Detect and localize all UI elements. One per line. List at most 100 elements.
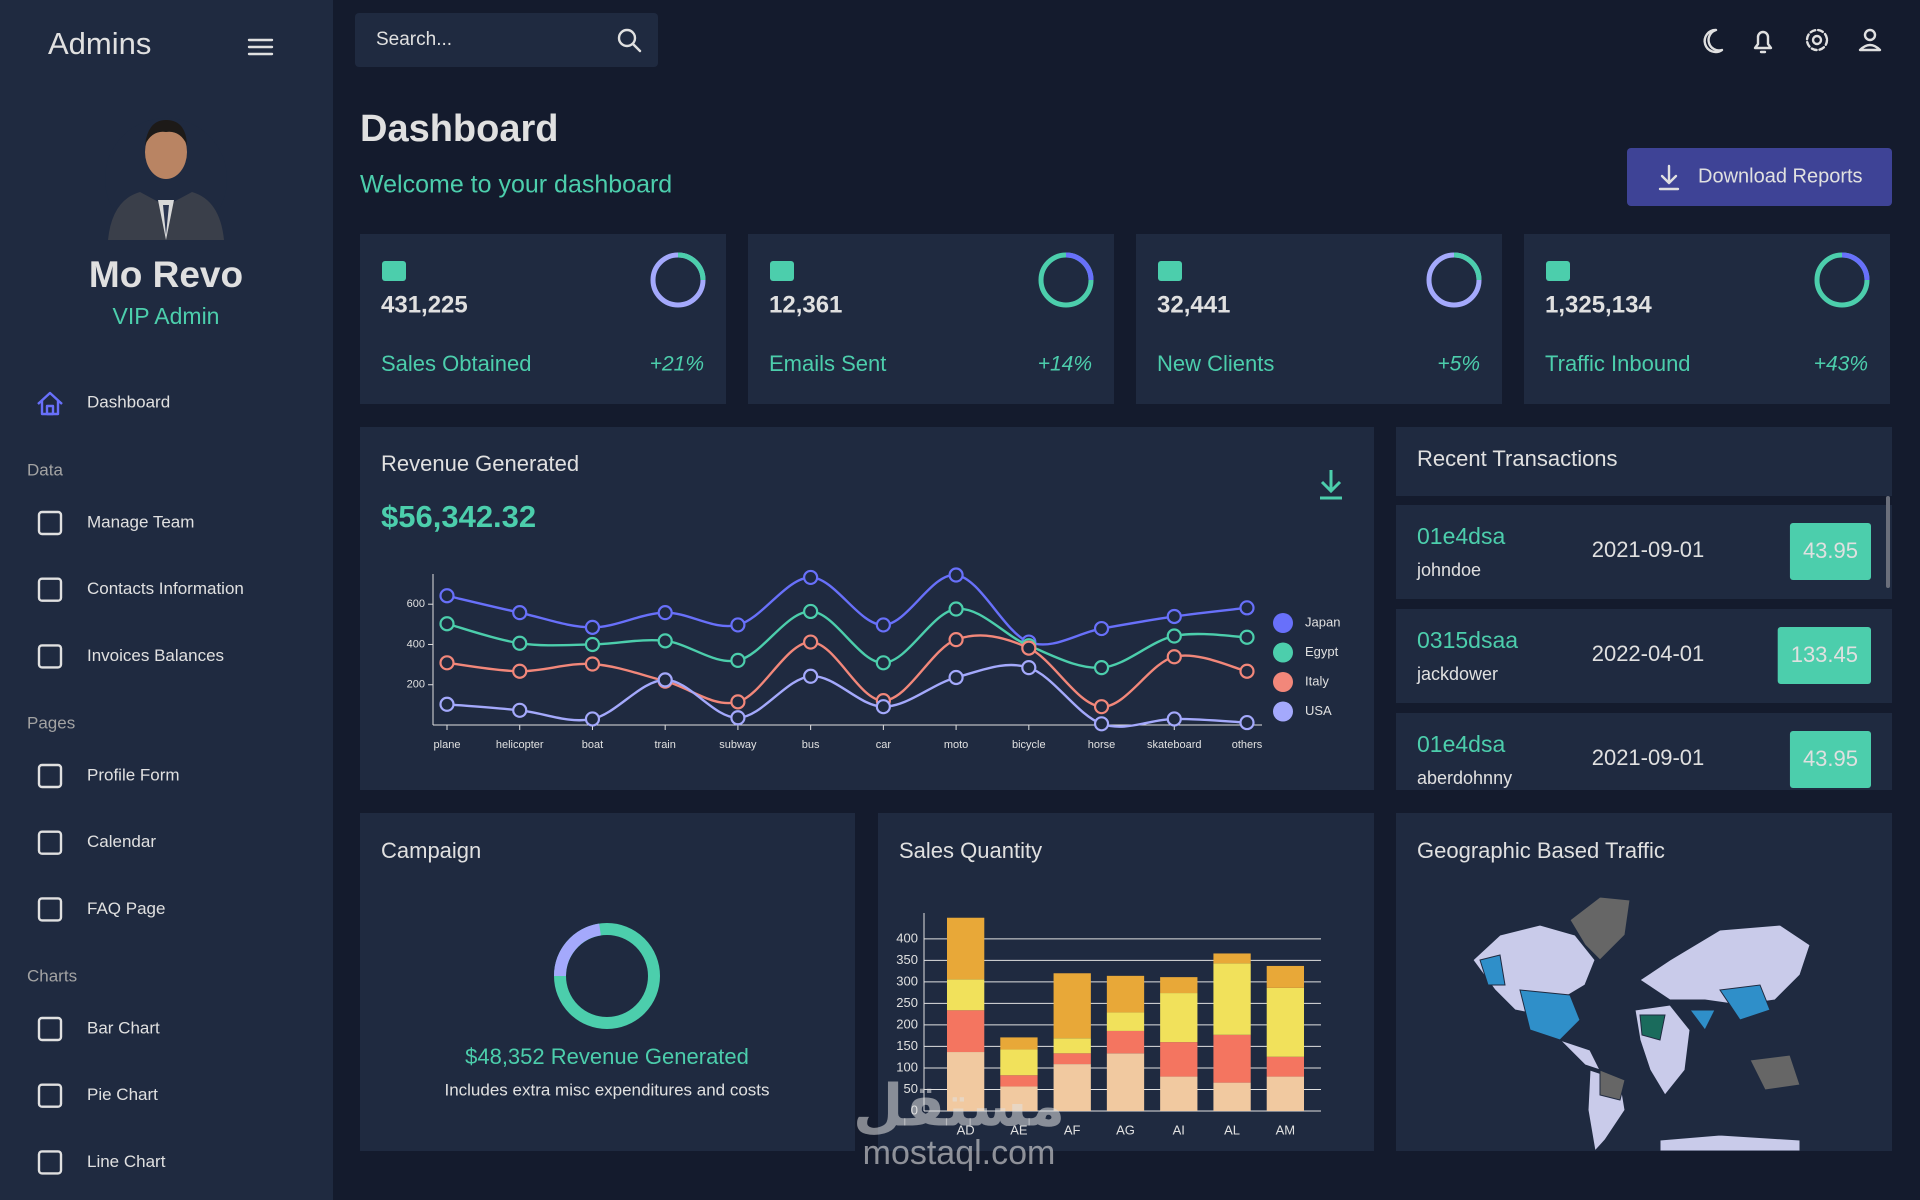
revenue-download[interactable] — [1320, 470, 1342, 500]
geo-card — [1396, 813, 1892, 1151]
bar-segment — [1213, 1034, 1251, 1083]
point — [1239, 600, 1255, 616]
stat-card — [360, 234, 726, 404]
point — [1093, 699, 1110, 715]
watermark-latin: mostaql.com — [863, 1134, 1056, 1172]
stat-value: 32,441 — [1157, 291, 1230, 318]
nav-icon — [37, 577, 63, 602]
y-tick-label: 200 — [407, 679, 425, 691]
bar-segment — [1000, 1049, 1038, 1076]
bar-segment — [1053, 973, 1091, 1039]
transaction-id: 0315dsaa — [1417, 627, 1518, 653]
stat-change: +21% — [650, 353, 704, 376]
nav-item[interactable]: Contacts Information — [87, 579, 244, 598]
bar-segment — [1000, 1086, 1038, 1111]
nav-item[interactable]: FAQ Page — [87, 899, 165, 918]
stat-value: 12,361 — [769, 291, 842, 318]
bar-segment — [1160, 993, 1198, 1043]
nav-icon — [37, 644, 63, 669]
sales-title: Sales Quantity — [899, 838, 1042, 863]
stats: 431,225 Sales Obtained +21% 12,361 Emails Se… — [360, 234, 1890, 404]
point — [584, 619, 601, 635]
x-tick-label: train — [654, 739, 675, 751]
campaign-ring-part — [554, 923, 602, 977]
point — [512, 663, 528, 679]
avatar — [105, 118, 227, 240]
nav-section-title: Charts — [27, 966, 77, 985]
point — [1239, 663, 1255, 679]
point — [1166, 649, 1182, 665]
x-tick-label: helicopter — [496, 739, 544, 751]
profile[interactable] — [1858, 28, 1882, 52]
x-tick-label: car — [876, 739, 892, 751]
bar-segment — [1266, 965, 1305, 988]
point — [730, 710, 746, 726]
bar-chart: 0 50 100 150 200 250 300 350 400 AD AE AF AG AI AL AM — [896, 913, 1321, 1137]
point — [1239, 714, 1255, 731]
stat-icon — [1158, 261, 1182, 281]
x-tick-label: bicycle — [1012, 739, 1046, 751]
user-role: VIP Admin — [113, 303, 220, 329]
theme-toggle[interactable] — [1703, 28, 1724, 54]
bar-segment — [1053, 1038, 1091, 1054]
nav-item[interactable]: Invoices Balances — [87, 646, 224, 665]
x-tick-label: bus — [802, 739, 820, 751]
legend-label: Japan — [1305, 614, 1340, 629]
nav-item[interactable]: Dashboard — [87, 392, 170, 411]
point — [439, 616, 455, 632]
bar-segment — [1160, 1076, 1198, 1111]
bar-segment — [946, 979, 985, 1011]
point — [512, 635, 528, 651]
search-icon[interactable] — [617, 28, 642, 53]
nav-item[interactable]: Bar Chart — [87, 1018, 160, 1037]
point — [948, 601, 964, 617]
x-tick-label: AF — [1064, 1122, 1081, 1137]
x-tick-label: subway — [719, 739, 757, 751]
transaction-user: jackdower — [1416, 664, 1498, 684]
x-tick-label: AG — [1116, 1122, 1135, 1137]
user-name: Mo Revo — [89, 254, 243, 295]
transaction-date: 2021-09-01 — [1592, 537, 1705, 562]
point — [948, 632, 964, 648]
nav-item[interactable]: Pie Chart — [87, 1085, 158, 1104]
stat-ring-part — [1065, 252, 1094, 281]
nav-item[interactable]: Line Chart — [87, 1152, 166, 1171]
bar-segment — [1000, 1075, 1038, 1087]
y-tick-label: 350 — [896, 952, 918, 967]
search-box[interactable] — [355, 13, 658, 67]
bar-segment — [1106, 1012, 1145, 1031]
point — [1239, 629, 1255, 645]
stat-ring-part — [677, 252, 706, 281]
nav-item[interactable]: Calendar — [87, 832, 156, 851]
download-button[interactable] — [1627, 148, 1892, 206]
notifications[interactable] — [1753, 30, 1773, 54]
point — [512, 605, 528, 621]
x-tick-label: AI — [1173, 1122, 1185, 1137]
point — [657, 672, 673, 688]
download-icon — [1658, 164, 1680, 191]
settings[interactable] — [1805, 28, 1829, 52]
transactions-title: Recent Transactions — [1417, 446, 1618, 471]
y-tick-label: 150 — [896, 1038, 918, 1053]
stat-change: +5% — [1437, 353, 1480, 376]
x-tick-label: skateboard — [1147, 739, 1201, 751]
bar-segment — [1160, 1042, 1198, 1077]
bar-segment — [1106, 1053, 1145, 1111]
nav-icon — [37, 897, 63, 922]
stat-value: 1,325,134 — [1545, 291, 1652, 318]
point — [1166, 628, 1182, 644]
nav-icon — [37, 1016, 63, 1042]
point — [1093, 620, 1110, 637]
x-tick-label: boat — [582, 739, 603, 751]
campaign-title: Campaign — [381, 838, 481, 863]
page-title: Dashboard — [360, 108, 558, 150]
bar-segment — [1053, 1064, 1091, 1111]
transaction-cost-badge — [1789, 523, 1871, 580]
transaction-cost: 43.95 — [1803, 746, 1858, 771]
nav-item[interactable]: Profile Form — [87, 765, 180, 784]
x-tick-label: AL — [1224, 1122, 1240, 1137]
menu-toggle[interactable] — [247, 38, 274, 56]
nav-item[interactable]: Manage Team — [87, 512, 194, 531]
geo-title: Geographic Based Traffic — [1417, 838, 1665, 863]
stat-label: Traffic Inbound — [1545, 351, 1691, 376]
